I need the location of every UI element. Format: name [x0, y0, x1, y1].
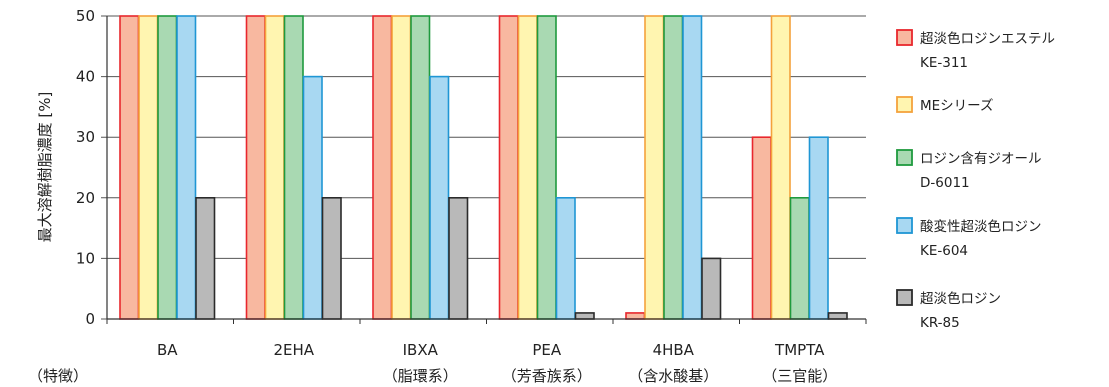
legend-sublabel: KE-604: [920, 243, 968, 259]
bar-TMPTA-series-1: [751, 136, 772, 320]
y-tick-label: 10: [76, 249, 95, 267]
bar-TMPTA-series-3: [789, 197, 810, 320]
legend-label: 酸変性超淡色ロジン: [920, 218, 1042, 235]
y-tick-label: 50: [76, 7, 95, 25]
legend-label: 超淡色ロジン: [920, 290, 1001, 307]
bar-4HBA-series-5: [701, 257, 722, 320]
x-category-label: BA: [157, 341, 178, 359]
y-axis-label: 最大溶解樹脂濃度 [%]: [36, 92, 54, 243]
bar-4HBA-series-1: [625, 312, 646, 320]
x-category-label: PEA: [532, 341, 562, 359]
x-category-note: （芳香族系）: [502, 367, 592, 385]
legend-item: 超淡色ロジンエステル KE-311: [896, 29, 1055, 71]
y-tick-label: 0: [85, 310, 95, 328]
bar-PEA-series-2: [517, 15, 538, 320]
legend-label: MEシリーズ: [920, 98, 994, 114]
bar-BA-series-4: [176, 15, 197, 320]
bar-IBXA-series-2: [391, 15, 412, 320]
bar-TMPTA-series-5: [827, 312, 848, 320]
x-category-label: 2EHA: [273, 341, 314, 359]
x-category-labels: BA 2EHA IBXA （脂環系） PEA （芳香族系） 4HBA （含水酸基） TMPTA （…: [157, 341, 837, 385]
x-category-note: （含水酸基）: [628, 367, 718, 385]
y-tick-label: 30: [76, 128, 95, 146]
bar-TMPTA-series-2: [770, 15, 791, 320]
legend-sublabel: KE-311: [920, 55, 968, 71]
bar-BA-series-3: [157, 15, 178, 320]
bar-2EHA-series-2: [264, 15, 285, 320]
bar-PEA-series-1: [498, 15, 519, 320]
x-category-label: TMPTA: [774, 341, 825, 359]
bar-2EHA-series-5: [321, 197, 342, 320]
feature-row-label: （特徴）: [28, 367, 88, 385]
x-category-label: IBXA: [403, 341, 439, 359]
bar-BA-series-2: [138, 15, 159, 320]
legend-item: ロジン含有ジオール D-6011: [896, 149, 1042, 191]
legend-label: ロジン含有ジオール: [920, 151, 1042, 167]
legend-label: 超淡色ロジンエステル: [920, 30, 1055, 47]
x-category-note: （脂環系）: [383, 367, 458, 385]
x-category-label: 4HBA: [653, 341, 695, 359]
y-tick-label: 20: [76, 189, 95, 207]
bar-BA-series-1: [119, 15, 140, 320]
bar-4HBA-series-2: [644, 15, 665, 320]
legend-item: MEシリーズ: [896, 96, 994, 114]
x-category-note: （三官能）: [762, 367, 837, 385]
legend-swatch: [896, 96, 913, 113]
bar-IBXA-series-3: [410, 15, 431, 320]
bar-PEA-series-3: [536, 15, 557, 320]
bar-2EHA-series-4: [302, 75, 323, 320]
bar-4HBA-series-4: [682, 15, 703, 320]
gridlines: [101, 15, 866, 320]
legend-sublabel: KR-85: [920, 315, 960, 331]
bar-TMPTA-series-4: [808, 136, 829, 320]
legend-swatch: [896, 217, 913, 234]
legend-swatch: [896, 289, 913, 306]
bar-2EHA-series-3: [283, 15, 304, 320]
bar-PEA-series-5: [574, 312, 595, 320]
bar-IBXA-series-1: [372, 15, 393, 320]
legend-swatch: [896, 29, 913, 46]
bar-IBXA-series-4: [429, 75, 450, 320]
legend-item: 酸変性超淡色ロジン KE-604: [896, 217, 1042, 259]
legend-sublabel: D-6011: [920, 175, 970, 191]
y-tick-labels: 0 10 20 30 40 50: [76, 7, 95, 328]
bars: [119, 15, 848, 320]
legend-item: 超淡色ロジン KR-85: [896, 289, 1001, 331]
bar-BA-series-5: [195, 197, 216, 320]
bar-PEA-series-4: [555, 197, 576, 320]
bar-2EHA-series-1: [245, 15, 266, 320]
bar-4HBA-series-3: [663, 15, 684, 320]
axes: [106, 16, 867, 324]
bar-IBXA-series-5: [448, 197, 469, 320]
legend-swatch: [896, 149, 913, 166]
y-tick-label: 40: [76, 68, 95, 86]
